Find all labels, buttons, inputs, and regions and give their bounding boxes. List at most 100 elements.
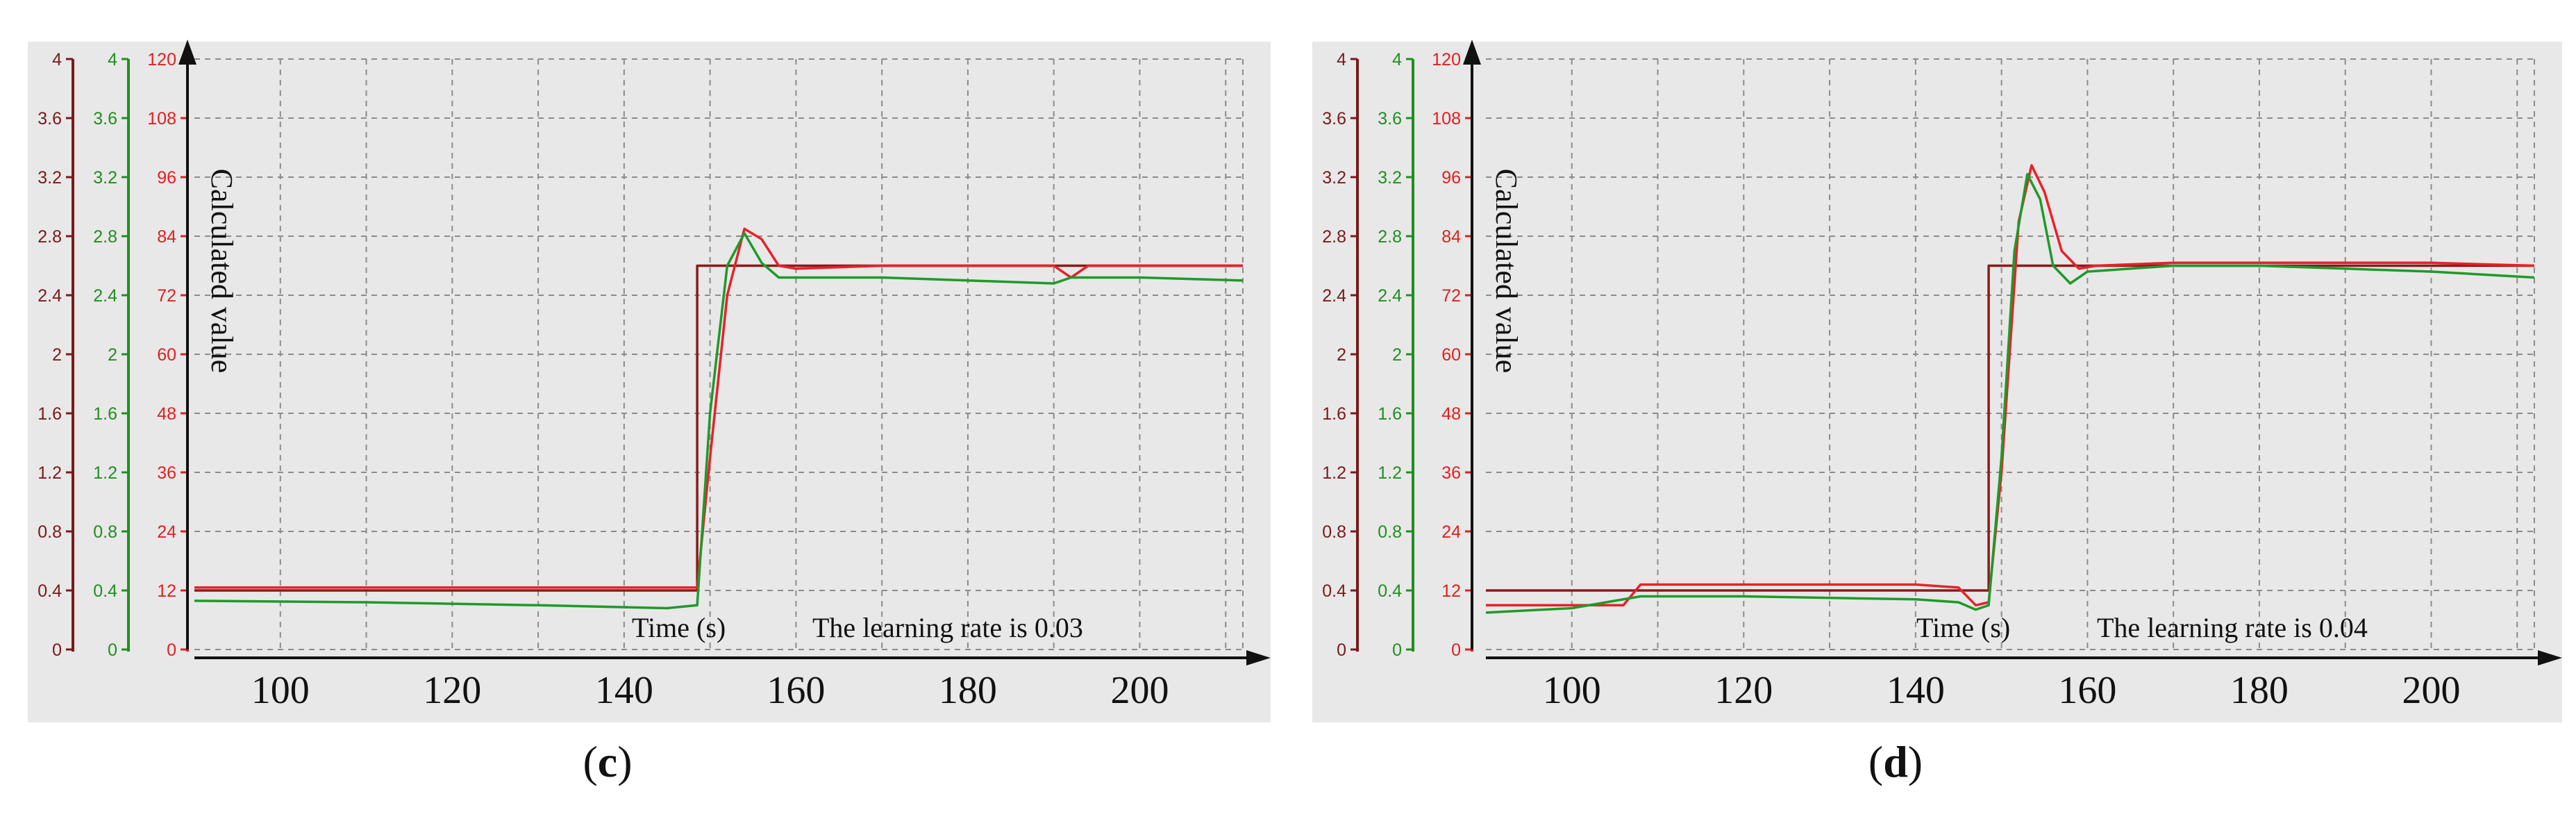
y-tick-label: 36	[1441, 463, 1461, 483]
y-tick-label: 2	[52, 345, 62, 365]
y-tick-label: 3.6	[37, 109, 62, 129]
y-tick-label: 3.2	[37, 168, 62, 188]
y-tick-label: 108	[1432, 109, 1461, 129]
series-response-red	[194, 227, 1243, 589]
y-tick-label: 4	[108, 50, 117, 69]
y-tick-label: 0.8	[93, 522, 117, 542]
y-axis-left-outer: 0 0.4 0.8 1.2 1.6 2 2.4 2.8 3.2 3.6 4	[37, 50, 74, 660]
y-tick-label: 2.4	[37, 286, 62, 306]
y-tick-label: 12	[1441, 581, 1461, 601]
y-tick-label: 0.4	[1378, 581, 1402, 601]
y-tick-label: 3.6	[1378, 109, 1402, 129]
x-tick-label: 140	[1887, 669, 1945, 712]
x-arrow-icon	[2538, 650, 2562, 665]
grid	[194, 58, 1244, 650]
y-axis-left-outer: 0 0.4 0.8 1.2 1.6 2 2.4 2.8 3.2 3.6 4	[1322, 50, 1359, 660]
y-arrow-icon	[178, 40, 196, 65]
y-axis-label: Calculated value	[1489, 169, 1523, 373]
x-tick-label: 160	[2058, 669, 2116, 712]
y-arrow-icon	[1463, 40, 1481, 65]
y-tick-label: 0	[52, 640, 62, 660]
x-tick-label: 180	[2230, 669, 2289, 712]
y-tick-label: 0	[1337, 640, 1346, 660]
x-tick-label: 200	[1110, 669, 1169, 712]
y-tick-label: 0.8	[1322, 522, 1346, 542]
y-tick-label: 84	[157, 227, 176, 247]
y-tick-label: 0.4	[93, 581, 117, 601]
y-tick-label: 1.2	[1322, 463, 1346, 483]
y-tick-label: 2.8	[37, 227, 62, 247]
y-axis-left-middle: 0 0.4 0.8 1.2 1.6 2 2.4 2.8 3.2 3.6 4	[93, 50, 130, 660]
y-tick-label: 12	[157, 581, 176, 601]
caption-d-close: )	[1907, 737, 1923, 786]
y-tick-label: 0	[1392, 640, 1402, 660]
y-tick-label: 108	[147, 109, 176, 129]
y-tick-label: 120	[1432, 50, 1461, 69]
annotation-time: Time (s)	[1916, 612, 2010, 643]
y-tick-label: 2.4	[93, 286, 117, 306]
x-tick-label: 140	[595, 669, 653, 712]
x-tick-label: 120	[1714, 669, 1773, 712]
y-tick-label: 0.8	[37, 522, 62, 542]
y-tick-label: 24	[157, 522, 176, 542]
y-tick-label: 1.2	[1378, 463, 1402, 483]
annotation-learning-rate: The learning rate is 0.03	[812, 612, 1083, 643]
y-tick-label: 2.4	[1378, 286, 1402, 306]
y-tick-label: 1.2	[93, 463, 117, 483]
y-tick-label: 72	[157, 286, 176, 306]
y-tick-label: 4	[1337, 50, 1346, 69]
y-tick-label: 2.8	[1378, 227, 1402, 247]
x-arrow-icon	[1246, 650, 1271, 665]
annotation-learning-rate: The learning rate is 0.04	[2097, 612, 2368, 643]
y-tick-label: 36	[157, 463, 176, 483]
y-tick-label: 24	[1441, 522, 1461, 542]
y-tick-label: 0.4	[1322, 581, 1346, 601]
y-tick-label: 48	[1441, 404, 1461, 424]
x-tick-label: 100	[251, 669, 310, 712]
caption-d-open: (	[1868, 737, 1884, 786]
y-tick-label: 1.6	[93, 404, 117, 424]
y-tick-label: 96	[157, 168, 176, 188]
plot-background	[1312, 42, 2562, 722]
y-tick-label: 60	[157, 345, 176, 365]
caption-c: (c)	[538, 736, 677, 788]
series-response-green	[194, 232, 1244, 610]
y-tick-label: 1.2	[37, 463, 62, 483]
y-tick-label: 96	[1441, 168, 1461, 188]
y-tick-label: 0	[1451, 640, 1461, 660]
y-tick-label: 60	[1441, 345, 1461, 365]
x-tick-label: 120	[423, 669, 481, 712]
y-tick-label: 72	[1441, 286, 1461, 306]
series-response-green	[1485, 173, 2535, 614]
x-tick-label: 160	[767, 669, 825, 712]
y-axis-left-middle: 0 0.4 0.8 1.2 1.6 2 2.4 2.8 3.2 3.6 4	[1378, 50, 1414, 660]
grid	[1486, 58, 2535, 650]
y-tick-label: 2	[1392, 345, 1402, 365]
x-tick-label: 100	[1543, 669, 1601, 712]
y-tick-label: 3.2	[93, 168, 117, 188]
caption-c-label: c	[597, 737, 618, 786]
y-tick-label: 0.4	[37, 581, 62, 601]
y-tick-label: 1.6	[1322, 404, 1346, 424]
y-tick-label: 3.2	[1322, 168, 1346, 188]
y-tick-label: 0.8	[1378, 522, 1402, 542]
y-tick-label: 1.6	[37, 404, 62, 424]
annotation-time: Time (s)	[632, 612, 726, 643]
caption-c-close: )	[617, 737, 633, 786]
y-tick-label: 3.6	[93, 109, 117, 129]
y-tick-label: 84	[1441, 227, 1461, 247]
chart-panel-c: 0 0.4 0.8 1.2 1.6 2 2.4 2.8 3.2 3.6 4 0 0.4 0.8 1.2 1.6…	[28, 40, 1271, 722]
y-axis-label: Calculated value	[205, 169, 239, 373]
y-tick-label: 3.2	[1378, 168, 1402, 188]
y-tick-label: 4	[1392, 50, 1402, 69]
y-tick-label: 2.8	[1322, 227, 1346, 247]
y-tick-label: 2.8	[93, 227, 117, 247]
y-tick-label: 0	[167, 640, 176, 660]
y-tick-label: 2	[1337, 345, 1346, 365]
y-tick-label: 0	[108, 640, 117, 660]
y-tick-label: 1.6	[1378, 404, 1402, 424]
y-tick-label: 3.6	[1322, 109, 1346, 129]
x-tick-label: 200	[2402, 669, 2460, 712]
y-tick-label: 120	[147, 50, 176, 69]
